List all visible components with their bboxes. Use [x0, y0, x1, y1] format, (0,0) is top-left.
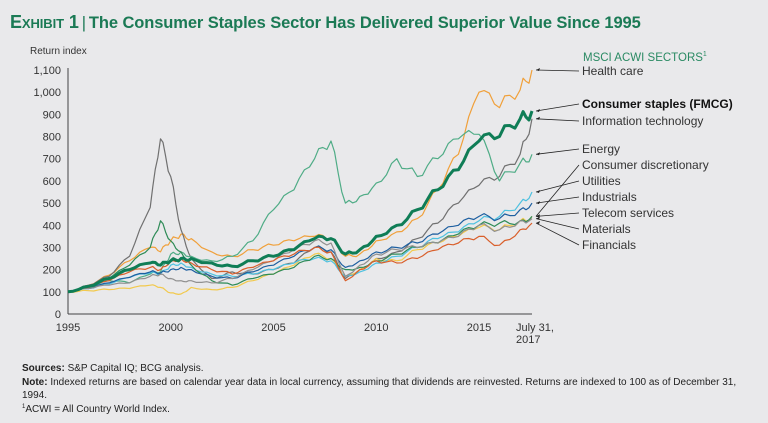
footnote-text: ACWI = All Country World Index.: [25, 403, 170, 415]
y-tick-label: 800: [43, 132, 61, 144]
y-tick-label: 0: [55, 309, 61, 321]
legend-arrow-icon: [536, 116, 540, 120]
line-chart: Return index 0 100 200 300 400 500 600 700 800 90…: [30, 46, 733, 346]
x-ticks: 1995 2000 2005 2010 2015 July 31, 2017: [56, 322, 554, 346]
y-tick-label: 300: [43, 242, 61, 254]
y-ticks: 0 100 200 300 400 500 600 700 800 900 1,000 1,100: [33, 65, 61, 321]
footnote-marker: 1: [22, 403, 26, 410]
note-text: Indexed returns are based on calendar ye…: [22, 376, 737, 402]
y-tick-label: 600: [43, 176, 61, 188]
legend-leader-line: [535, 148, 580, 155]
y-tick-label: 1,000: [33, 87, 61, 99]
legend-title: MSCI ACWI SECTORS1: [583, 51, 707, 64]
x-tick-label: 2000: [159, 322, 183, 334]
series-line-health-care: [67, 69, 533, 293]
legend-label: Industrials: [582, 190, 637, 204]
series-line-utilities: [67, 191, 533, 293]
x-tick-label: July 31, 2017: [516, 322, 554, 346]
legend-label: Energy: [582, 142, 620, 156]
note-label: Note:: [22, 376, 48, 388]
legend-leader-line: [535, 212, 580, 217]
legend-leader-line: [535, 196, 580, 204]
legend-label: Consumer discretionary: [582, 158, 709, 172]
x-tick-label: 2010: [364, 322, 388, 334]
series-line-telecom-services: [67, 216, 533, 293]
legend-leader-line: [535, 180, 580, 193]
x-tick-label: 2015: [467, 322, 491, 334]
legend: Health care Consumer staples (FMCG) Inform…: [535, 64, 733, 252]
legend-leader-line: [535, 222, 580, 246]
legend-arrow-icon: [536, 152, 540, 156]
series-line-consumer-staples-fmcg: [67, 110, 534, 294]
series-lines: [67, 69, 534, 295]
y-axis-label: Return index: [30, 46, 87, 57]
series-line-financials: [67, 222, 533, 293]
legend-label: Materials: [582, 222, 631, 236]
legend-title-text: MSCI ACWI SECTORS: [583, 52, 703, 64]
legend-arrow-icon: [536, 109, 540, 113]
sources-line: Sources: S&P Capital IQ; BCG analysis.: [22, 362, 742, 376]
chart-title: Exhibit 1 | The Consumer Staples Sector Ha…: [10, 12, 641, 33]
footer-notes: Sources: S&P Capital IQ; BCG analysis. N…: [22, 362, 742, 416]
y-tick-label: 500: [43, 198, 61, 210]
x-tick-label: 1995: [56, 322, 80, 334]
legend-label: Health care: [582, 64, 644, 78]
y-tick-label: 700: [43, 154, 61, 166]
y-tick-label: 200: [43, 265, 61, 277]
y-tick-label: 900: [43, 109, 61, 121]
title-separator: |: [81, 14, 86, 32]
legend-label: Telecom services: [582, 206, 674, 220]
x-tick-label: 2005: [261, 322, 285, 334]
legend-arrow-icon: [536, 201, 540, 205]
legend-arrow-icon: [536, 190, 540, 193]
legend-title-footnote: 1: [703, 51, 707, 58]
footnote-line: 1ACWI = All Country World Index.: [22, 403, 742, 417]
legend-arrow-icon: [536, 68, 540, 71]
legend-label: Utilities: [582, 174, 621, 188]
legend-leader-line: [535, 103, 580, 112]
legend-leader-line: [535, 218, 580, 230]
legend-arrow-icon: [536, 214, 540, 218]
y-tick-label: 400: [43, 220, 61, 232]
legend-label: Financials: [582, 238, 636, 252]
series-line-industrials: [67, 202, 533, 293]
sources-text: S&P Capital IQ; BCG analysis.: [64, 363, 204, 374]
note-line: Note: Indexed returns are based on calen…: [22, 376, 742, 403]
title-text: The Consumer Staples Sector Has Delivere…: [88, 14, 641, 32]
series-line-consumer-discretionary: [67, 216, 533, 295]
legend-arrow-icon: [536, 216, 540, 220]
legend-label: Consumer staples (FMCG): [582, 97, 733, 111]
y-tick-label: 100: [43, 287, 61, 299]
exhibit-label: Exhibit 1: [10, 12, 79, 32]
legend-label: Information technology: [582, 114, 703, 128]
sources-label: Sources:: [22, 363, 65, 374]
legend-leader-line: [535, 69, 580, 72]
legend-leader-line: [535, 164, 580, 217]
legend-leader-line: [535, 118, 580, 122]
legend-arrow-icon: [536, 221, 540, 225]
y-tick-label: 1,100: [33, 65, 61, 77]
